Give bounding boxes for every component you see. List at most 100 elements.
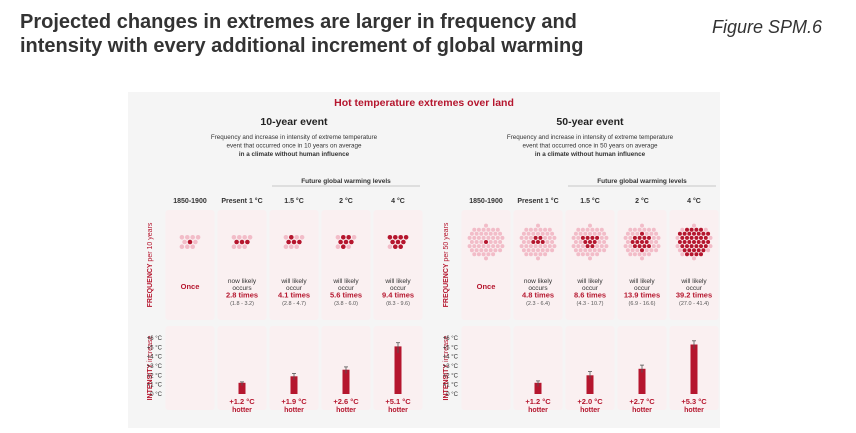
event-dot-background xyxy=(635,248,640,253)
event-dot-background xyxy=(597,248,602,253)
event-dot-occurring xyxy=(187,239,193,245)
event-dot-occurring xyxy=(640,240,644,244)
event-dot-background xyxy=(545,231,550,236)
event-dot-background xyxy=(526,231,531,236)
intensity-bar xyxy=(638,368,646,394)
event-dot-background xyxy=(597,231,602,236)
event-dot-occurring xyxy=(689,252,694,257)
event-dot-occurring xyxy=(387,235,393,240)
event-dot-occurring xyxy=(689,244,694,249)
event-dot-background xyxy=(578,240,583,244)
event-dot-background xyxy=(531,248,536,253)
frequency-axis-sub: per 10 years xyxy=(147,222,154,261)
event-dot-occurring xyxy=(401,239,406,245)
event-dot-background xyxy=(335,244,341,249)
event-dot-occurring xyxy=(630,240,635,244)
event-dot-background xyxy=(190,235,195,240)
event-dot-background xyxy=(467,235,472,240)
event-dot-occurring xyxy=(393,235,398,240)
event-dot-background xyxy=(182,239,187,245)
event-dot-background xyxy=(528,244,533,249)
event-dot-occurring xyxy=(703,244,708,249)
event-dot-background xyxy=(481,235,486,240)
event-dot-occurring xyxy=(682,240,687,244)
event-dot-occurring xyxy=(583,240,588,244)
event-dot-background xyxy=(602,231,607,236)
intensity-bar xyxy=(394,346,402,394)
event-dot-background xyxy=(547,227,552,232)
event-dot-background xyxy=(628,227,633,232)
event-dot-occurring xyxy=(699,235,703,240)
intensity-y-tick: +3 °C xyxy=(443,364,459,370)
event-dot-occurring xyxy=(390,239,395,245)
event-dot-background xyxy=(545,248,550,253)
frequency-text: will likely xyxy=(576,278,603,285)
frequency-axis-label: FREQUENCY per 50 years xyxy=(443,222,450,307)
event-dot-background xyxy=(528,235,533,240)
event-dot-occurring xyxy=(239,239,245,245)
event-dot-background xyxy=(491,227,496,232)
column-header: 1.5 °C xyxy=(580,197,600,205)
hotter-label: hotter xyxy=(580,407,600,414)
event-dot-background xyxy=(545,240,550,244)
event-dot-occurring xyxy=(640,248,644,253)
figure-tag: Figure SPM.6 xyxy=(712,17,823,37)
event-dot-background xyxy=(531,231,536,236)
event-dot-background xyxy=(493,248,498,253)
event-dot-background xyxy=(654,240,659,244)
event-dot-background xyxy=(647,252,651,257)
event-dot-background xyxy=(573,240,578,244)
event-dot-occurring xyxy=(694,227,699,232)
event-dot-background xyxy=(538,252,543,257)
hotter-label: hotter xyxy=(232,407,252,414)
event-dot-background xyxy=(495,235,500,240)
event-dot-occurring xyxy=(642,244,647,249)
event-dot-occurring xyxy=(533,235,538,240)
hotter-label: hotter xyxy=(284,407,304,414)
event-dot-occurring xyxy=(585,244,590,249)
event-dot-background xyxy=(351,235,357,240)
intensity-axis-label: INTENSITY increase xyxy=(443,335,450,400)
event-dot-background xyxy=(543,235,548,240)
event-dot-background xyxy=(387,244,393,249)
frequency-text: occur xyxy=(686,285,703,292)
event-dot-background xyxy=(599,227,604,232)
event-dot-occurring xyxy=(680,235,685,240)
frequency-value: 4.8 times xyxy=(522,291,554,300)
event-dot-background xyxy=(231,244,237,249)
event-dot-background xyxy=(675,244,680,249)
event-dot-background xyxy=(185,244,190,249)
event-dot-background xyxy=(708,235,713,240)
intensity-bar xyxy=(290,376,298,394)
event-dot-background xyxy=(580,244,585,249)
event-dot-background xyxy=(651,244,656,249)
event-dot-background xyxy=(550,248,555,253)
event-dot-background xyxy=(656,235,661,240)
event-dot-background xyxy=(283,244,289,249)
frequency-value: 4.1 times xyxy=(278,291,310,300)
event-dot-background xyxy=(495,244,500,249)
event-dot-occurring xyxy=(689,235,694,240)
frequency-range: (27.0 - 41.4) xyxy=(679,301,709,307)
event-dot-background xyxy=(498,231,503,236)
event-dot-background xyxy=(543,252,548,257)
frequency-text: will likely xyxy=(628,278,655,285)
event-dot-background xyxy=(547,244,552,249)
event-dot-background xyxy=(654,248,659,253)
panel-title: 50-year event xyxy=(556,116,624,128)
event-dot-background xyxy=(706,248,711,253)
event-dot-occurring xyxy=(687,231,692,236)
event-dot-occurring xyxy=(632,235,637,240)
hotter-label: hotter xyxy=(684,407,704,414)
event-dot-background xyxy=(519,235,524,240)
event-dot-background xyxy=(538,227,543,232)
frequency-cell xyxy=(217,210,267,320)
intensity-label: +1.2 °C xyxy=(525,397,551,406)
column-1: 1850-1900 Once xyxy=(165,198,215,410)
event-dot-background xyxy=(649,231,654,236)
event-dot-occurring xyxy=(484,240,488,244)
event-dot-background xyxy=(642,252,647,257)
